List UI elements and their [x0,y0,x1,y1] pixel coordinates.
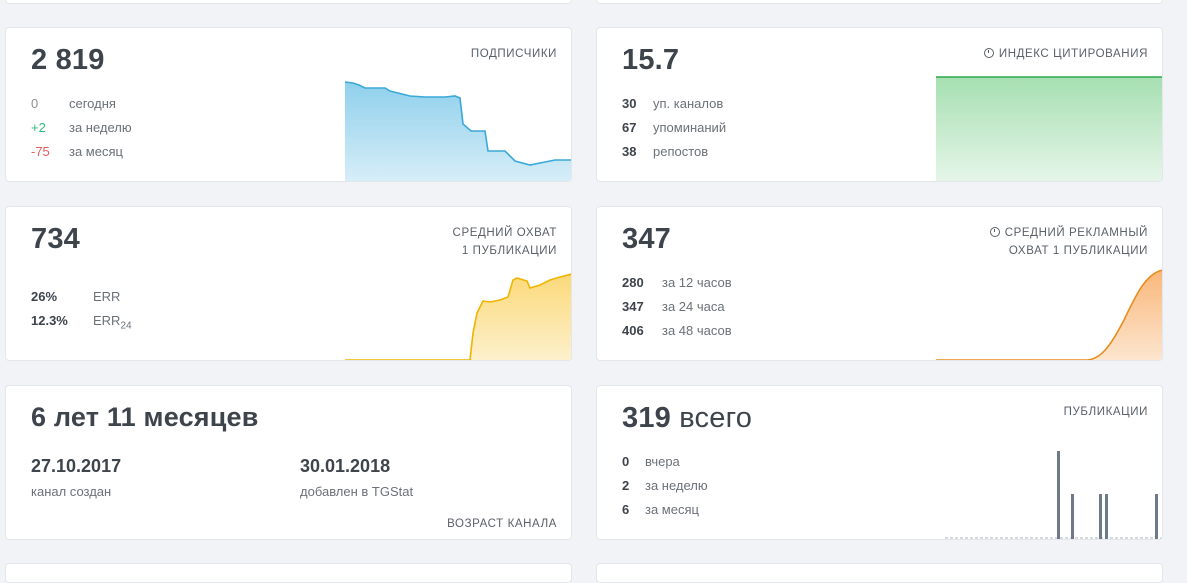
stat-24h: 347 за 24 часа [622,299,725,314]
citation-sparkline [936,76,1162,181]
pub-bar [1155,494,1158,539]
ad-reach-sparkline [936,269,1162,360]
stat-err: 26% ERR [31,289,121,304]
publications-bar-chart [945,451,1161,539]
clock-icon [983,48,994,58]
age-label: ВОЗРАСТ КАНАЛА [447,518,557,530]
pub-bar [1057,451,1060,539]
citation-stats: 30 уп. каналов 67 упоминаний 38 репостов [622,92,726,164]
subscribers-label: ПОДПИСЧИКИ [470,48,557,60]
reach-sparkline [345,273,571,360]
previous-card-right [596,0,1163,4]
ad-reach-value: 347 [622,223,671,255]
pub-bar [1105,494,1108,539]
subscribers-sparkline [345,81,571,181]
previous-card-left [5,0,572,4]
reach-stats: 26% ERR 12.3% ERR24 [31,285,132,333]
stat-reposts: 38 репостов [622,144,709,159]
stat-err24: 12.3% ERR24 [31,313,132,332]
publications-value: 319 всего [622,402,753,434]
ad-reach-card[interactable]: 347 СРЕДНИЙ РЕКЛАМНЫЙ ОХВАТ 1 ПУБЛИКАЦИИ … [596,206,1163,361]
stat-month: -75 за месяц [31,144,123,159]
publications-stats: 0 вчера 2 за неделю 6 за месяц [622,450,708,522]
ad-reach-stats: 280 за 12 часов 347 за 24 часа 406 за 48 ча… [622,271,732,343]
next-card-left [5,563,572,583]
clock-icon [989,227,1000,237]
stat-12h: 280 за 12 часов [622,275,732,290]
created-label: канал создан [31,484,112,499]
subscribers-stats: 0 сегодня +2 за неделю -75 за месяц [31,92,132,164]
stat-mentions: 67 упоминаний [622,120,727,135]
pub-bar [1099,494,1102,539]
publications-card[interactable]: 319 всего ПУБЛИКАЦИИ 0 вчера 2 за неделю 6… [596,385,1163,540]
added-date: 30.01.2018 [300,456,391,476]
age-card[interactable]: 6 лет 11 месяцев 27.10.2017 канал создан… [5,385,572,540]
created-date: 27.10.2017 [31,456,122,476]
stat-week: 2 за неделю [622,478,708,493]
stat-month: 6 за месяц [622,502,699,517]
reach-value: 734 [31,223,80,255]
stat-channels: 30 уп. каналов [622,96,724,111]
citation-value: 15.7 [622,44,680,76]
next-card-right [596,563,1163,583]
age-value: 6 лет 11 месяцев [31,402,259,432]
ad-reach-label: СРЕДНИЙ РЕКЛАМНЫЙ ОХВАТ 1 ПУБЛИКАЦИИ [989,224,1148,260]
citation-label: ИНДЕКС ЦИТИРОВАНИЯ [983,45,1148,63]
pub-bar [1071,494,1074,539]
stat-48h: 406 за 48 часов [622,323,732,338]
publications-label: ПУБЛИКАЦИИ [1063,406,1148,418]
subscribers-value: 2 819 [31,44,105,76]
citation-card[interactable]: 15.7 ИНДЕКС ЦИТИРОВАНИЯ 30 уп. каналов 67… [596,27,1163,182]
stat-today: 0 сегодня [31,96,116,111]
added-label: добавлен в TGStat [300,484,414,499]
reach-card[interactable]: 734 СРЕДНИЙ ОХВАТ 1 ПУБЛИКАЦИИ 26% ERR 12.… [5,206,572,361]
reach-label: СРЕДНИЙ ОХВАТ 1 ПУБЛИКАЦИИ [452,227,557,257]
subscribers-card[interactable]: 2 819 ПОДПИСЧИКИ 0 сегодня +2 за неделю -7… [5,27,572,182]
stat-week: +2 за неделю [31,120,132,135]
stat-yesterday: 0 вчера [622,454,680,469]
